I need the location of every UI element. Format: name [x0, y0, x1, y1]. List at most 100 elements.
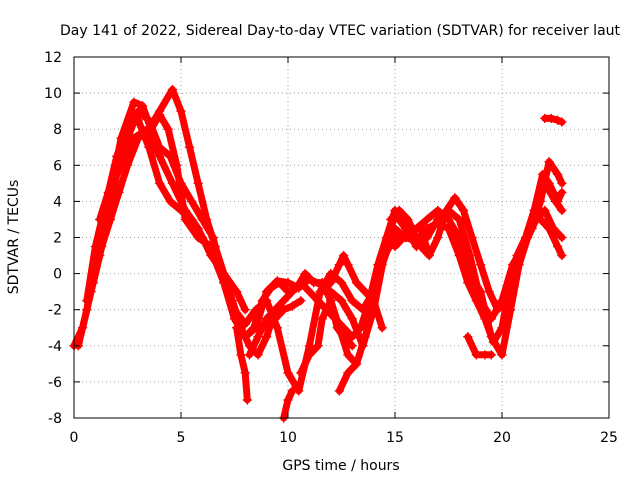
data-point [544, 223, 554, 234]
data-point [142, 124, 152, 134]
data-point [97, 241, 107, 252]
data-point [356, 323, 366, 333]
data-point [458, 205, 469, 216]
data-point [347, 295, 357, 306]
data-point [351, 359, 362, 369]
y-tick-label: 4 [53, 194, 62, 210]
data-point [484, 286, 494, 297]
data-point [193, 178, 203, 189]
data-point [274, 277, 285, 288]
data-point [242, 395, 253, 405]
data-point [201, 214, 212, 225]
x-tick-label: 10 [279, 430, 297, 446]
data-point [467, 232, 477, 243]
data-point [137, 100, 148, 111]
data-point [343, 350, 353, 360]
series-track-15 [463, 332, 497, 360]
data-point [180, 205, 191, 216]
data-point [360, 332, 370, 342]
data-point [231, 323, 242, 333]
data-point [270, 313, 280, 324]
data-point [454, 250, 464, 261]
y-tick-label: 0 [53, 267, 62, 283]
series-track-7 [244, 304, 280, 360]
data-point [390, 241, 400, 252]
data-point [244, 350, 255, 360]
data-point [450, 193, 460, 203]
series-band [464, 333, 495, 359]
x-tick-label: 0 [70, 430, 79, 446]
data-point [347, 313, 357, 324]
axis-ticks [73, 56, 610, 419]
data-point [475, 259, 486, 270]
series-band [297, 297, 356, 377]
data-point [283, 368, 293, 378]
data-point [287, 286, 298, 297]
data-point [454, 214, 464, 225]
data-point [377, 323, 387, 333]
series-track-17 [540, 113, 567, 127]
y-tick-labels: -8 -6 -4 -2 0 2 4 6 8 10 12 [44, 50, 62, 427]
data-point [471, 295, 482, 306]
data-point [454, 232, 464, 243]
chart-title: Day 141 of 2022, Sidereal Day-to-day VTE… [60, 23, 621, 39]
data-point [278, 304, 289, 315]
data-point [381, 232, 392, 243]
data-point [236, 350, 246, 360]
data-point [171, 160, 182, 171]
data-point [270, 304, 280, 315]
data-point [167, 84, 178, 95]
data-point [210, 241, 220, 252]
x-tick-label: 25 [600, 430, 618, 446]
data-point [552, 241, 563, 252]
data-point [557, 250, 567, 261]
data-point [497, 323, 507, 333]
data-point [313, 295, 323, 306]
data-point [510, 259, 520, 270]
y-tick-label: 10 [44, 86, 62, 102]
data-point [317, 313, 327, 324]
data-point [165, 196, 176, 207]
data-point [557, 187, 567, 198]
data-point [546, 113, 556, 124]
series-band [271, 297, 305, 323]
data-point [283, 395, 293, 405]
data-point [527, 223, 537, 234]
data-point [332, 323, 342, 333]
data-point [240, 304, 250, 315]
data-point [373, 259, 383, 270]
data-point [488, 337, 499, 347]
data-point [557, 205, 567, 216]
data-point [317, 286, 327, 297]
data-point [544, 156, 554, 167]
data-point [278, 295, 289, 306]
data-point [231, 286, 242, 297]
series-track-5 [94, 124, 250, 315]
data-point [338, 250, 349, 261]
data-point [193, 223, 203, 234]
data-point [385, 214, 396, 225]
series-track-11 [270, 295, 306, 324]
data-point [557, 178, 567, 189]
series-track-10 [334, 359, 362, 396]
data-point [249, 323, 259, 333]
data-point [300, 268, 310, 279]
data-point [296, 295, 306, 306]
series-band [246, 306, 279, 359]
data-point [360, 286, 370, 297]
data-point [394, 205, 405, 216]
series-band [233, 324, 251, 404]
data-point [129, 133, 139, 143]
data-point [304, 286, 315, 297]
data-point [266, 283, 276, 293]
data-point [240, 368, 250, 378]
data-point [407, 223, 417, 234]
data-point [403, 214, 413, 225]
data-point [535, 196, 546, 207]
data-point [351, 277, 362, 288]
data-point [480, 313, 490, 324]
data-point [272, 323, 283, 333]
data-point [415, 223, 426, 234]
series-track-6 [231, 323, 253, 405]
